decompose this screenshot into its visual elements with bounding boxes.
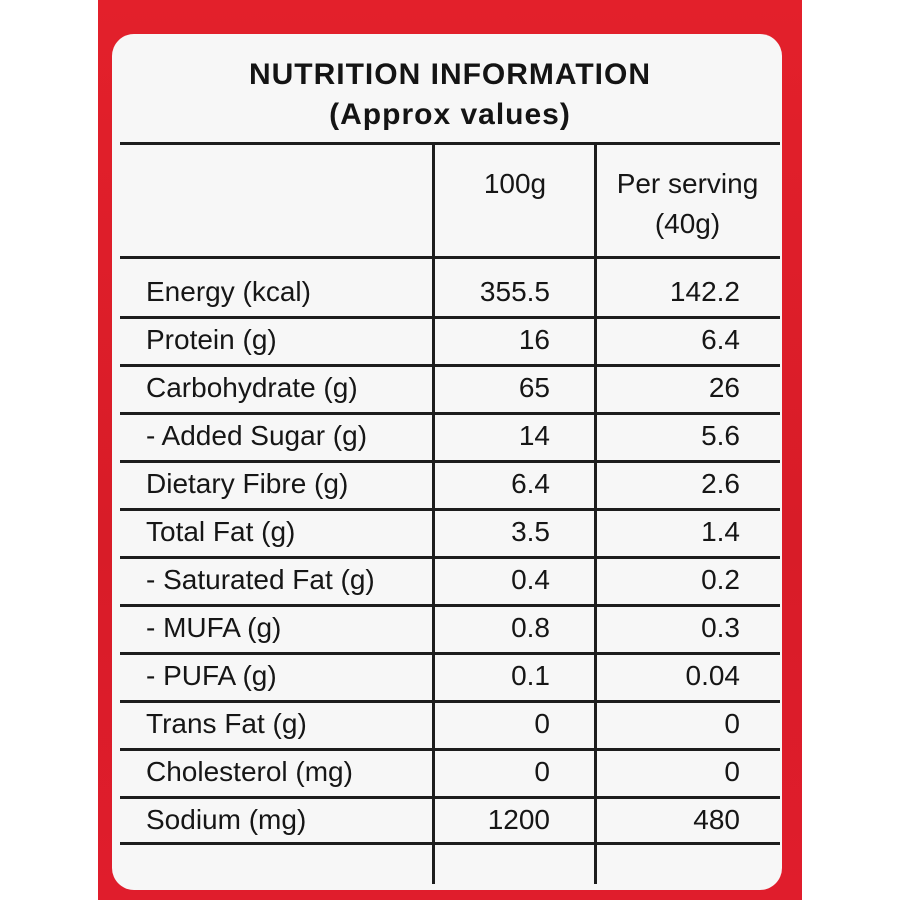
table-rule (120, 842, 780, 845)
column-header-per-serving: Per serving (616, 168, 759, 199)
value-per-serving: 0.3 (701, 612, 740, 643)
value-per-serving: 142.2 (669, 276, 740, 307)
value-per-100g: 0 (534, 708, 550, 739)
value-per-100g: 65 (518, 372, 550, 403)
nutrient-name: - PUFA (g) (146, 660, 277, 691)
value-per-serving: 0.04 (685, 660, 741, 691)
table-rule (120, 652, 780, 655)
table-rule (120, 364, 780, 367)
table-rule (120, 700, 780, 703)
value-per-serving: 26 (708, 372, 740, 403)
value-per-serving: 480 (693, 804, 740, 835)
nutrient-name: - Added Sugar (g) (146, 420, 368, 451)
table-column-divider (432, 142, 435, 884)
nutrient-name: Cholesterol (mg) (146, 756, 353, 787)
table-rule (120, 556, 780, 559)
table-rule (120, 748, 780, 751)
label-title: NUTRITION INFORMATION (248, 58, 652, 91)
nutrient-name: - MUFA (g) (146, 612, 282, 643)
value-per-serving: 1.4 (701, 516, 740, 547)
nutrient-name: Trans Fat (g) (146, 708, 307, 739)
nutrient-name: Total Fat (g) (146, 516, 296, 547)
table-rule (120, 142, 780, 145)
value-per-100g: 0.8 (511, 612, 550, 643)
value-per-serving: 6.4 (701, 324, 740, 355)
nutrient-name: Dietary Fibre (g) (146, 468, 349, 499)
table-rule (120, 256, 780, 259)
nutrient-name: Protein (g) (146, 324, 277, 355)
value-per-serving: 0 (724, 708, 740, 739)
table-rule (120, 508, 780, 511)
value-per-100g: 0.4 (511, 564, 550, 595)
table-rule (120, 604, 780, 607)
value-per-100g: 3.5 (511, 516, 550, 547)
table-rule (120, 460, 780, 463)
nutrient-name: Carbohydrate (g) (146, 372, 358, 403)
column-header-serving-size: (40g) (654, 208, 721, 239)
label-subtitle: (Approx values) (329, 98, 571, 131)
nutrient-name: Energy (kcal) (146, 276, 311, 307)
nutrient-name: Sodium (mg) (146, 804, 307, 835)
table-column-divider (594, 142, 597, 884)
value-per-serving: 5.6 (701, 420, 740, 451)
value-per-serving: 2.6 (701, 468, 740, 499)
value-per-100g: 355.5 (479, 276, 550, 307)
table-rule (120, 316, 780, 319)
nutrient-name: - Saturated Fat (g) (146, 564, 375, 595)
value-per-100g: 0 (534, 756, 550, 787)
table-rule (120, 412, 780, 415)
value-per-100g: 6.4 (511, 468, 550, 499)
table-rule (120, 796, 780, 799)
value-per-100g: 0.1 (511, 660, 550, 691)
value-per-100g: 14 (518, 420, 550, 451)
column-header-100g: 100g (483, 168, 547, 199)
value-per-100g: 1200 (487, 804, 550, 835)
value-per-serving: 0 (724, 756, 740, 787)
value-per-100g: 16 (518, 324, 550, 355)
value-per-serving: 0.2 (701, 564, 740, 595)
